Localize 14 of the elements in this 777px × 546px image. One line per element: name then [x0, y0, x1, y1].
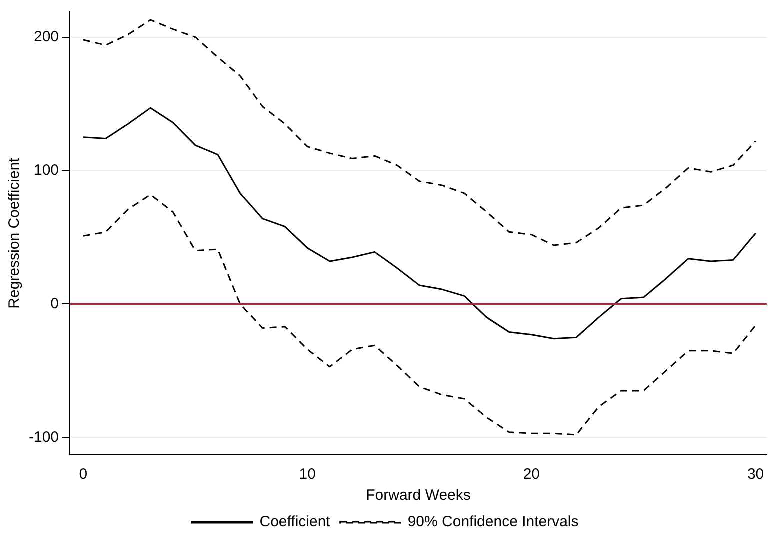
y-tick-label: 0: [50, 295, 60, 312]
legend-label: 90% Confidence Intervals: [408, 514, 579, 531]
y-tick-label: 200: [34, 28, 60, 46]
x-tick-label: 10: [299, 466, 316, 484]
x-tick-label: 0: [79, 466, 88, 484]
y-axis-title: Regression Coefficient: [6, 157, 24, 309]
y-tick-label: -100: [28, 428, 60, 446]
line-series: [82, 19, 757, 246]
x-tick-label: 20: [523, 466, 540, 484]
x-tick-label: 30: [747, 466, 764, 484]
legend-label: Coefficient: [260, 514, 332, 531]
x-axis-title: Forward Weeks: [366, 487, 471, 504]
y-tick-label: 100: [34, 162, 60, 179]
line-series: [82, 194, 757, 436]
